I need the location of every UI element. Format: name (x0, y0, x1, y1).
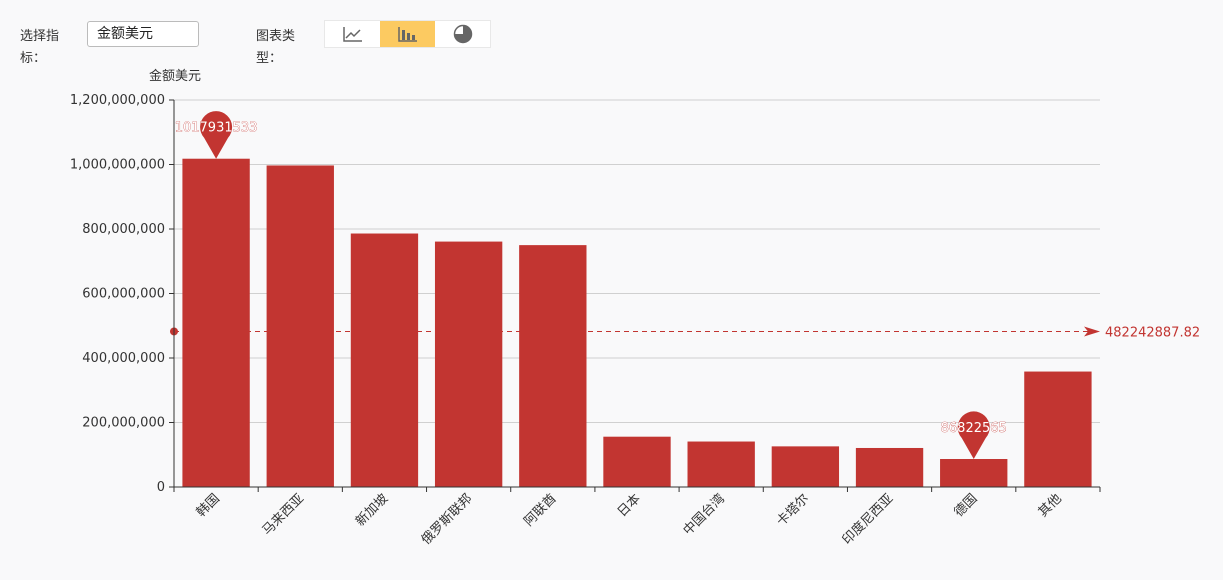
mark-pin (200, 111, 233, 159)
indicator-label: 选择指标： (20, 29, 60, 66)
bar[interactable] (687, 441, 755, 487)
y-tick-label: 800,000,000 (82, 222, 165, 237)
mark-point: 1017931533 (174, 111, 258, 159)
x-tick-label: 俄罗斯联邦 (419, 491, 476, 548)
x-tick-label: 印度尼西亚 (839, 491, 896, 548)
pie-chart-button[interactable] (435, 21, 490, 47)
bar[interactable] (350, 233, 419, 487)
mark-points: 1017931533 86822565 (174, 111, 1007, 459)
bar[interactable] (182, 158, 250, 487)
bar[interactable] (855, 447, 924, 487)
y-tick-label: 1,200,000,000 (70, 93, 165, 108)
x-tick-label: 卡塔尔 (774, 491, 812, 529)
average-line: 482242887.82 (170, 325, 1200, 340)
mark-point-label: 86822565 (941, 421, 1007, 436)
bar-chart-icon (397, 27, 417, 42)
x-tick-label: 马来西亚 (260, 491, 307, 538)
x-tick-label: 阿联酋 (521, 491, 560, 530)
line-chart-button[interactable] (325, 21, 380, 47)
indicator-select[interactable]: 金额美元 (87, 21, 199, 47)
line-chart-icon (342, 27, 362, 42)
bar[interactable] (519, 245, 587, 487)
y-axis-title: 金额美元 (149, 68, 201, 84)
bar[interactable] (940, 458, 1008, 487)
y-tick-label: 400,000,000 (82, 351, 165, 366)
y-tick-label: 1,000,000,000 (70, 158, 165, 173)
axes (173, 100, 1100, 488)
chart-type-label: 图表类型： (256, 29, 296, 66)
bars (182, 158, 1092, 487)
bar[interactable] (266, 165, 334, 487)
y-axis-ticks: 0 200,000,000 400,000,000 600,000,000 800,00… (70, 93, 174, 495)
x-tick-label: 其他 (1036, 491, 1065, 520)
x-tick-label: 日本 (615, 491, 644, 520)
x-axis-ticks: 韩国 马来西亚 新加坡 俄罗斯联邦 阿联酋 日本 中国台湾 卡塔尔 印度尼西亚 德国 其他 (173, 487, 1101, 548)
bar[interactable] (1024, 371, 1092, 487)
y-tick-label: 600,000,000 (82, 287, 165, 302)
bar-chart-button[interactable] (380, 21, 435, 47)
y-tick-label: 200,000,000 (82, 416, 165, 431)
bar[interactable] (771, 446, 840, 487)
mark-point: 86822565 (940, 411, 1007, 459)
pie-chart-icon (453, 24, 472, 44)
mark-point-label: 1017931533 (175, 121, 258, 136)
x-tick-label: 中国台湾 (680, 491, 728, 539)
bar[interactable] (434, 241, 503, 487)
x-tick-label: 德国 (952, 491, 981, 520)
bar[interactable] (603, 436, 671, 487)
chart-type-toggle (324, 20, 491, 48)
mark-pin (957, 411, 990, 459)
average-line-arrow (1084, 326, 1100, 337)
x-tick-label: 韩国 (194, 491, 223, 520)
average-line-label: 482242887.82 (1105, 325, 1200, 340)
x-tick-label: 新加坡 (352, 491, 391, 530)
y-tick-label: 0 (157, 480, 165, 495)
